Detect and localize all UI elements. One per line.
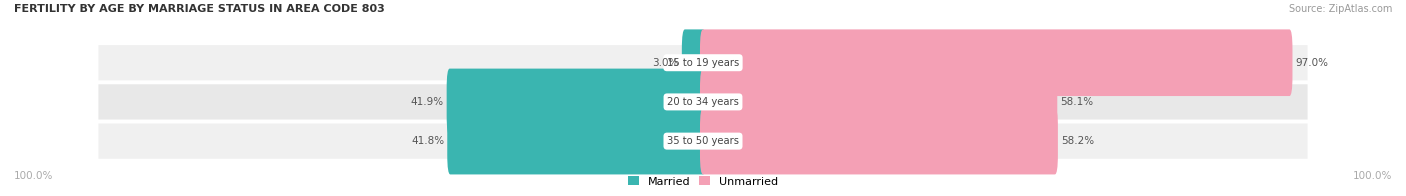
Text: Source: ZipAtlas.com: Source: ZipAtlas.com: [1288, 4, 1392, 14]
Text: 58.1%: 58.1%: [1060, 97, 1094, 107]
FancyBboxPatch shape: [700, 108, 1057, 174]
FancyBboxPatch shape: [700, 29, 1292, 96]
FancyBboxPatch shape: [98, 123, 1308, 159]
Text: 100.0%: 100.0%: [14, 171, 53, 181]
Text: 3.0%: 3.0%: [652, 58, 679, 68]
FancyBboxPatch shape: [700, 69, 1057, 135]
Text: FERTILITY BY AGE BY MARRIAGE STATUS IN AREA CODE 803: FERTILITY BY AGE BY MARRIAGE STATUS IN A…: [14, 4, 385, 14]
Text: 58.2%: 58.2%: [1062, 136, 1094, 146]
Text: 15 to 19 years: 15 to 19 years: [666, 58, 740, 68]
FancyBboxPatch shape: [98, 84, 1308, 120]
Text: 35 to 50 years: 35 to 50 years: [666, 136, 740, 146]
Legend: Married, Unmarried: Married, Unmarried: [627, 176, 779, 187]
Text: 20 to 34 years: 20 to 34 years: [666, 97, 740, 107]
FancyBboxPatch shape: [98, 45, 1308, 80]
Text: 41.9%: 41.9%: [411, 97, 444, 107]
FancyBboxPatch shape: [682, 29, 706, 96]
Text: 41.8%: 41.8%: [411, 136, 444, 146]
Text: 97.0%: 97.0%: [1295, 58, 1329, 68]
FancyBboxPatch shape: [447, 108, 706, 174]
Text: 100.0%: 100.0%: [1353, 171, 1392, 181]
FancyBboxPatch shape: [447, 69, 706, 135]
